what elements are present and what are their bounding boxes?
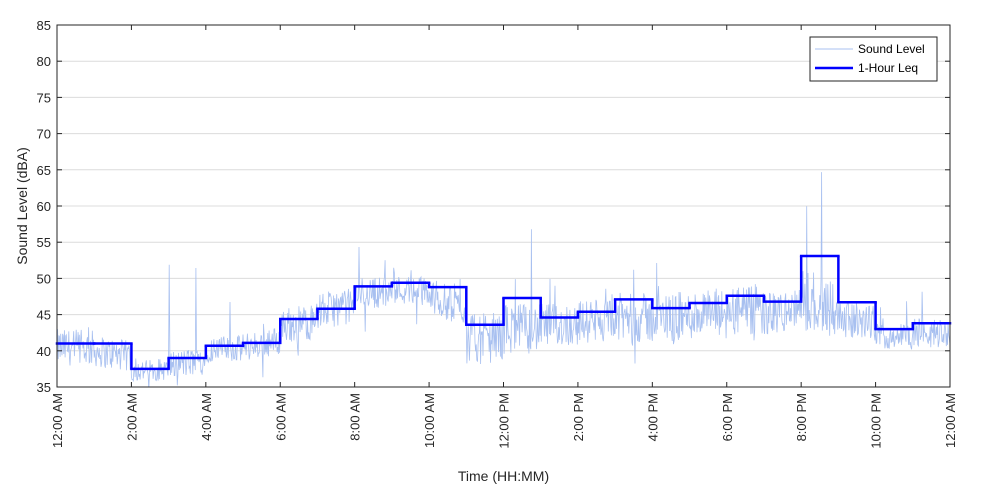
y-axis-label: Sound Level (dBA) bbox=[14, 147, 30, 265]
x-tick-label: 2:00 PM bbox=[571, 393, 586, 441]
x-tick-label: 6:00 PM bbox=[720, 393, 735, 441]
x-tick-label: 10:00 AM bbox=[422, 393, 437, 448]
y-tick-label: 35 bbox=[37, 380, 51, 395]
y-tick-label: 65 bbox=[37, 163, 51, 178]
x-tick-label: 4:00 PM bbox=[645, 393, 660, 441]
x-tick-label: 6:00 AM bbox=[273, 393, 288, 441]
legend: Sound Level 1-Hour Leq bbox=[809, 36, 938, 82]
legend-box bbox=[809, 36, 938, 82]
y-tick-label: 85 bbox=[37, 18, 51, 33]
x-tick-label: 10:00 PM bbox=[869, 393, 884, 449]
x-axis-label: Time (HH:MM) bbox=[458, 468, 549, 484]
y-tick-label: 60 bbox=[37, 199, 51, 214]
y-tick-label: 50 bbox=[37, 271, 51, 286]
x-tick-label: 2:00 AM bbox=[124, 393, 139, 441]
x-tick-label: 12:00 AM bbox=[943, 393, 958, 448]
y-tick-label: 55 bbox=[37, 235, 51, 250]
legend-label-1-hour-leq: 1-Hour Leq bbox=[858, 61, 918, 75]
y-tick-label: 75 bbox=[37, 90, 51, 105]
axes: 35 40 45 50 55 60 65 70 75 80 85 12:00 AM 2:00 AM 4:0… bbox=[37, 18, 958, 449]
x-tick-label: 12:00 PM bbox=[497, 393, 512, 449]
series-layer bbox=[55, 172, 952, 387]
x-tick-label: 8:00 PM bbox=[794, 393, 809, 441]
y-tick-label: 70 bbox=[37, 127, 51, 142]
x-tick-label: 12:00 AM bbox=[50, 393, 65, 448]
x-tick-label: 4:00 AM bbox=[199, 393, 214, 441]
legend-label-sound-level: Sound Level bbox=[858, 42, 925, 56]
x-tick-label: 8:00 AM bbox=[348, 393, 363, 441]
y-tick-label: 80 bbox=[37, 54, 51, 69]
y-tick-label: 40 bbox=[37, 344, 51, 359]
y-tick-label: 45 bbox=[37, 308, 51, 323]
